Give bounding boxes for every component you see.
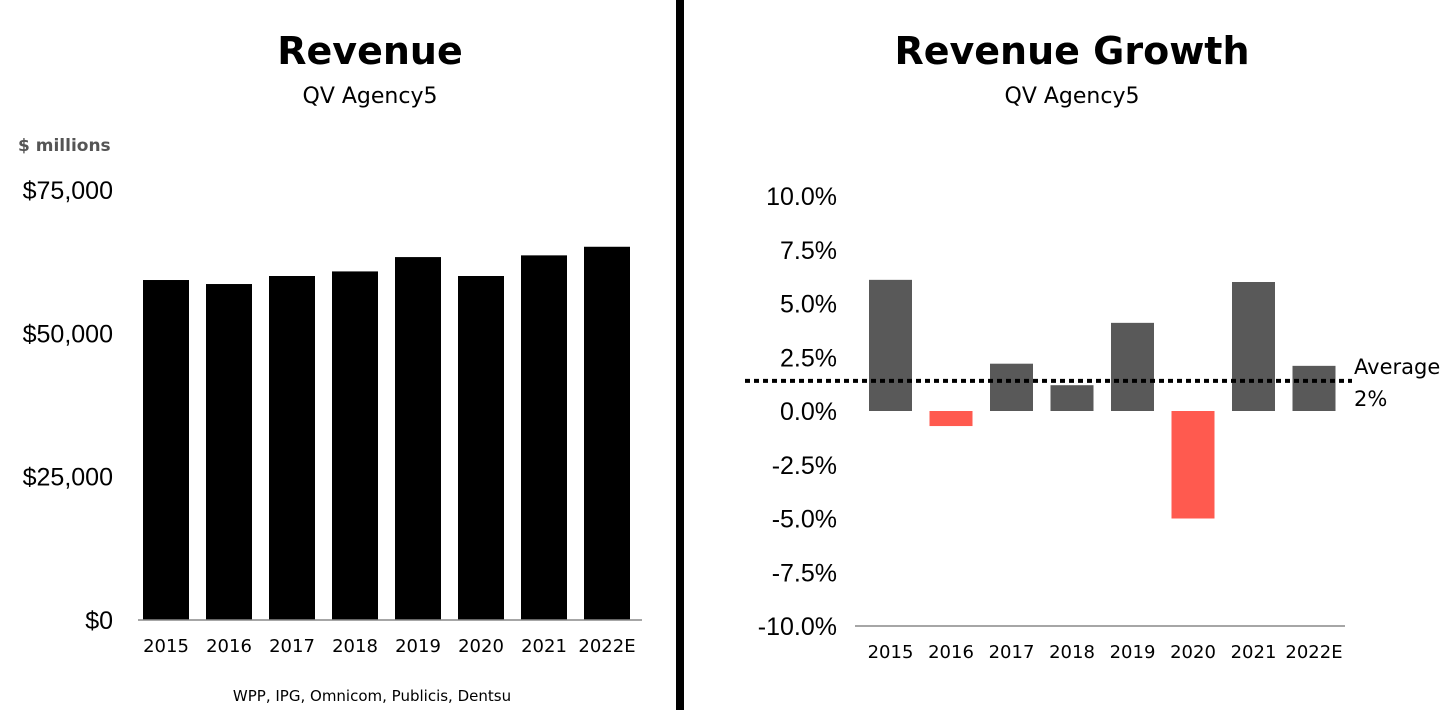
revenue-bar [206, 284, 252, 620]
growth-x-tick-label: 2022E [1285, 642, 1342, 663]
growth-y-tick-label: -7.5% [772, 559, 837, 587]
revenue-x-tick-label: 2016 [206, 636, 252, 657]
revenue-x-tick-label: 2018 [332, 636, 378, 657]
growth-bar-negative [1171, 411, 1215, 519]
revenue-title: Revenue [277, 29, 462, 73]
revenue-bars [143, 246, 630, 621]
revenue-x-tick-label: 2017 [269, 636, 315, 657]
growth-x-tick-label: 2020 [1170, 642, 1216, 663]
revenue-y-tick-label: $75,000 [23, 177, 113, 205]
growth-y-tick-label: 0.0% [780, 398, 837, 426]
revenue-chart: Revenue QV Agency5 $ millions $0$25,000$… [18, 29, 642, 705]
growth-x-tick-label: 2016 [928, 642, 974, 663]
growth-bar-positive [1050, 385, 1094, 411]
growth-y-tick-label: -5.0% [772, 506, 837, 534]
revenue-x-tick-label: 2020 [458, 636, 504, 657]
growth-x-tick-label: 2018 [1049, 642, 1095, 663]
average-label: Average [1354, 355, 1440, 379]
growth-bar-negative [929, 411, 973, 427]
growth-x-tick-label: 2019 [1110, 642, 1156, 663]
growth-x-tick-label: 2021 [1231, 642, 1277, 663]
revenue-y-tick-label: $50,000 [23, 320, 113, 348]
average-value-label: 2% [1354, 387, 1387, 411]
revenue-x-tick-label: 2019 [395, 636, 441, 657]
growth-y-axis: -10.0% -7.5% -5.0% -2.5% 0.0% 2.5% 5.0% 7.5% 10.… [758, 183, 837, 641]
revenue-bar [395, 257, 441, 620]
growth-title: Revenue Growth [894, 29, 1249, 73]
growth-subtitle: QV Agency5 [1005, 84, 1140, 109]
revenue-x-tick-label: 2021 [521, 636, 567, 657]
growth-x-axis: 2015 2016 2017 2018 2019 2020 2021 2022E [868, 642, 1343, 663]
revenue-bar [269, 276, 315, 620]
panel-divider [676, 0, 684, 710]
growth-bar-positive [1232, 282, 1275, 411]
growth-bar-positive [1292, 365, 1336, 411]
growth-x-tick-label: 2017 [989, 642, 1035, 663]
growth-y-tick-label: 10.0% [766, 183, 837, 211]
revenue-unit-label: $ millions [18, 136, 111, 156]
growth-bar-positive [1111, 322, 1154, 411]
growth-y-tick-label: 2.5% [780, 344, 837, 372]
growth-y-tick-label: 5.0% [780, 291, 837, 319]
growth-bar-positive [869, 279, 912, 411]
revenue-bar [143, 280, 189, 620]
revenue-bar [521, 255, 567, 621]
revenue-bar [332, 271, 378, 620]
revenue-y-tick-label: $0 [85, 607, 113, 635]
growth-y-tick-label: 7.5% [780, 237, 837, 265]
growth-x-tick-label: 2015 [868, 642, 914, 663]
growth-y-tick-label: -10.0% [758, 613, 837, 641]
growth-bars [869, 279, 1336, 519]
revenue-subtitle: QV Agency5 [303, 84, 438, 109]
revenue-x-tick-label: 2022E [578, 636, 635, 657]
revenue-growth-chart: Revenue Growth QV Agency5 -10.0% -7.5% -5.… [745, 29, 1440, 663]
revenue-x-axis: 2015 2016 2017 2018 2019 2020 2021 2022E [143, 636, 636, 657]
revenue-y-axis: $0 $25,000 $50,000 $75,000 [23, 177, 113, 635]
revenue-y-tick-label: $25,000 [23, 464, 113, 492]
revenue-bar [458, 276, 504, 620]
growth-y-tick-label: -2.5% [772, 452, 837, 480]
revenue-bar [584, 246, 630, 620]
revenue-x-tick-label: 2015 [143, 636, 189, 657]
source-note: WPP, IPG, Omnicom, Publicis, Dentsu [233, 687, 511, 705]
growth-bar-positive [990, 363, 1033, 411]
